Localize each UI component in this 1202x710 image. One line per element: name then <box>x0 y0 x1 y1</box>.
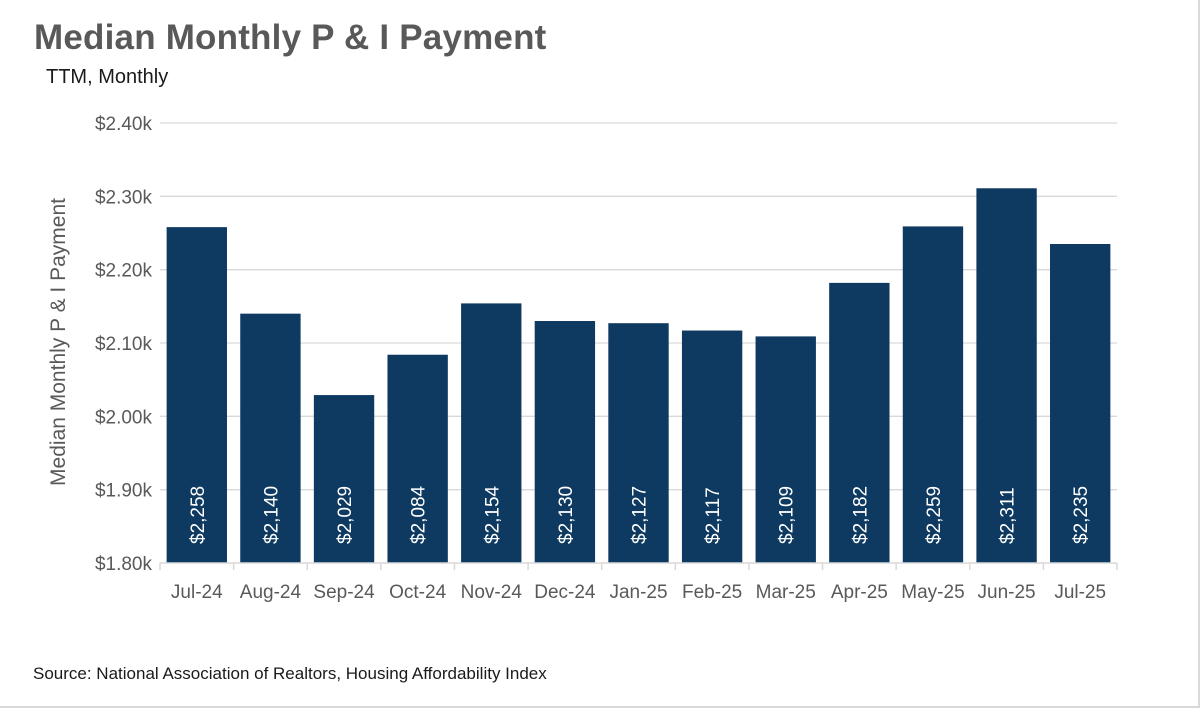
data-labels: $2,258 $2,140 $2,029 $2,084 $2,154 $2,130 $2,1… <box>188 485 1092 544</box>
data-label: $2,182 <box>850 486 871 544</box>
data-label: $2,311 <box>998 487 1019 544</box>
chart-title: Median Monthly P & I Payment <box>34 18 547 57</box>
y-tick-label: $1.80k <box>95 554 153 575</box>
x-tick-label: Dec-24 <box>534 582 596 603</box>
x-tick-label: Nov-24 <box>461 582 523 603</box>
x-tick-label: Jul-24 <box>171 582 223 603</box>
y-tick-label: $2.20k <box>95 261 153 282</box>
x-tick-label: Jun-25 <box>978 582 1036 603</box>
data-label: $2,127 <box>630 486 651 544</box>
x-tick-label: Mar-25 <box>756 582 816 603</box>
x-tick-label: Sep-24 <box>313 582 375 603</box>
data-label: $2,084 <box>409 485 430 544</box>
axes: $1.80k $1.90k $2.00k $2.10k $2.20k $2.30k $2.4… <box>95 114 1118 603</box>
data-label: $2,130 <box>556 486 577 544</box>
bar-dec-24 <box>534 321 596 563</box>
bar-mar-25 <box>755 336 816 563</box>
bar-jan-25 <box>608 323 669 563</box>
x-tick-label: Aug-24 <box>240 582 302 603</box>
chart-subtitle: TTM, Monthly <box>46 66 169 88</box>
bars <box>166 188 1111 563</box>
bar-nov-24 <box>461 303 522 563</box>
source-note: Source: National Association of Realtors… <box>33 664 547 683</box>
bar-jul-25 <box>1050 244 1111 563</box>
data-label: $2,235 <box>1071 486 1092 544</box>
y-tick-label: $2.10k <box>95 334 153 355</box>
data-label: $2,029 <box>335 486 356 544</box>
y-tick-label: $2.30k <box>95 187 153 208</box>
bar-aug-24 <box>240 313 301 563</box>
data-label: $2,259 <box>924 486 945 544</box>
bar-jun-25 <box>976 188 1037 563</box>
y-tick-label: $2.40k <box>95 114 153 135</box>
bar-apr-25 <box>829 282 890 563</box>
x-tick-label: Oct-24 <box>389 582 446 603</box>
bar-feb-25 <box>681 330 743 563</box>
y-axis-title: Median Monthly P & I Payment <box>47 198 70 486</box>
data-label: $2,140 <box>261 486 282 544</box>
data-label: $2,117 <box>703 487 724 544</box>
y-tick-label: $1.90k <box>95 481 153 502</box>
data-label: $2,109 <box>777 486 798 544</box>
bar-may-25 <box>902 226 964 563</box>
x-tick-label: Jul-25 <box>1054 582 1106 603</box>
x-tick-label: May-25 <box>901 582 964 603</box>
bar-oct-24 <box>387 354 448 563</box>
x-tick-label: Jan-25 <box>609 582 667 603</box>
bar-sep-24 <box>313 395 375 563</box>
data-label: $2,258 <box>188 486 209 544</box>
y-tick-label: $2.00k <box>95 407 153 428</box>
x-tick-label: Feb-25 <box>682 582 742 603</box>
bar-jul-24 <box>166 227 227 563</box>
data-label: $2,154 <box>482 485 503 544</box>
x-tick-label: Apr-25 <box>831 582 888 603</box>
